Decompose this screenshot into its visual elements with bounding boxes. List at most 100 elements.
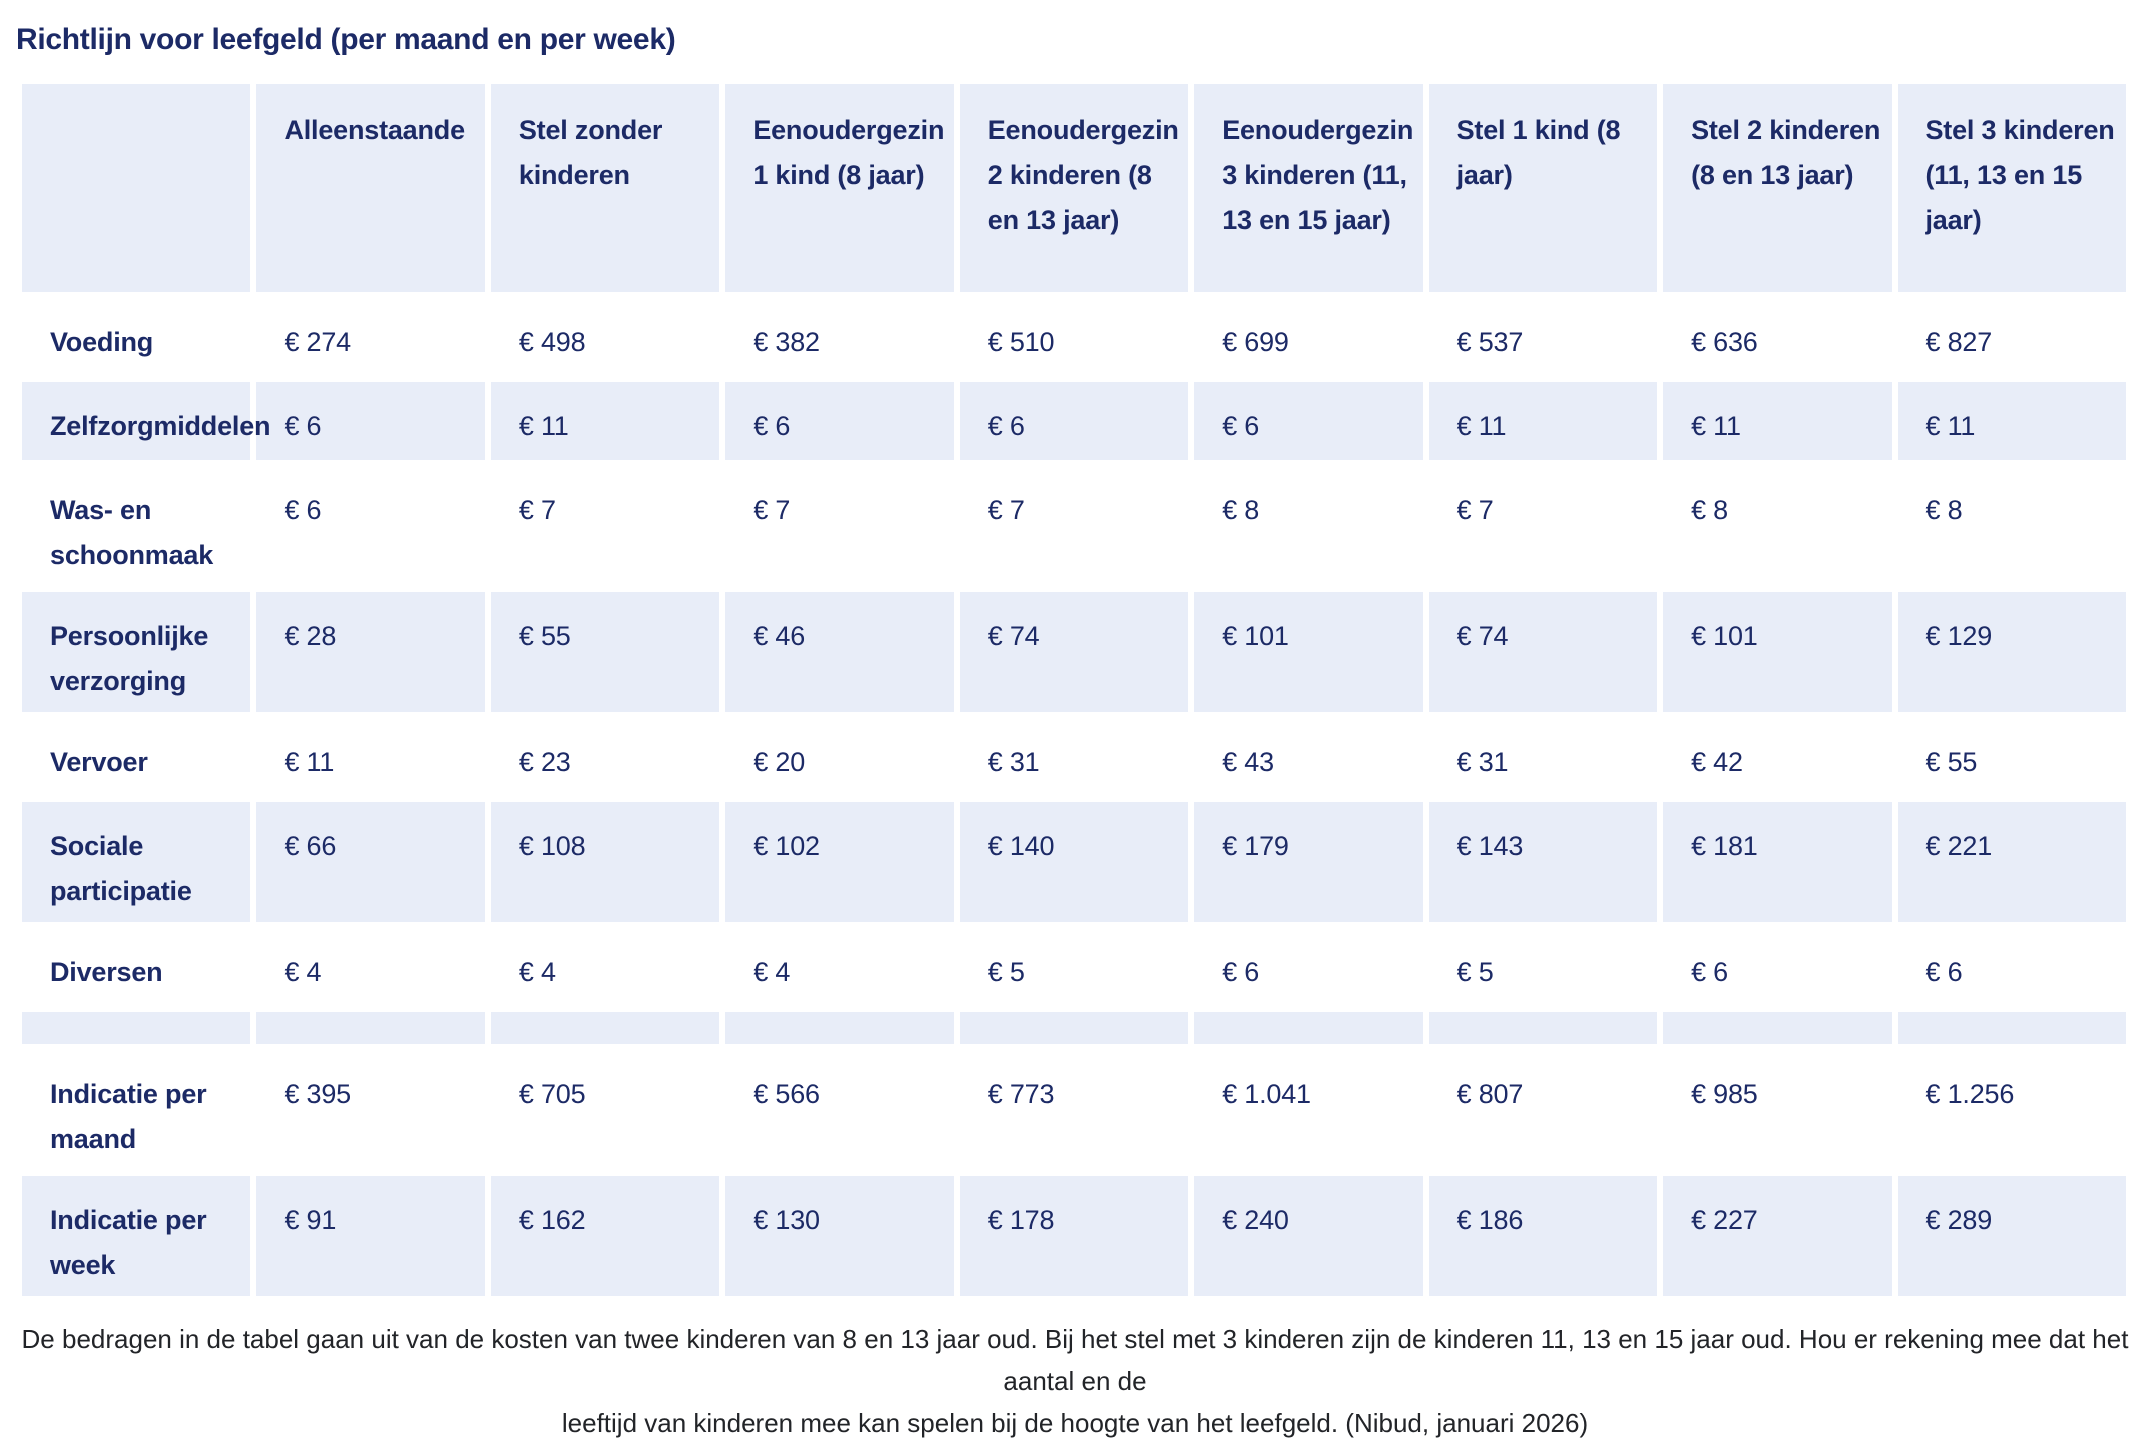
table-row: Diversen € 4 € 4 € 4 € 5 € 6 € 5 € 6 € 6 bbox=[22, 928, 2126, 1006]
value-cell: € 227 bbox=[1663, 1176, 1892, 1296]
value-cell: € 23 bbox=[490, 718, 720, 796]
value-cell: € 6 bbox=[1663, 928, 1892, 1006]
table-row: Was- en schoonmaak € 6 € 7 € 7 € 7 € 8 € 7 € 8 €… bbox=[22, 466, 2126, 586]
value-cell: € 66 bbox=[256, 802, 485, 922]
value-cell: € 705 bbox=[490, 1050, 720, 1170]
value-cell: € 102 bbox=[725, 802, 954, 922]
column-header: Stel zonder kinderen bbox=[490, 84, 720, 292]
value-cell: € 566 bbox=[725, 1050, 954, 1170]
value-cell: € 11 bbox=[1663, 382, 1892, 460]
value-cell: € 181 bbox=[1663, 802, 1892, 922]
value-cell: € 6 bbox=[959, 382, 1189, 460]
value-cell: € 31 bbox=[959, 718, 1189, 796]
value-cell: € 537 bbox=[1428, 298, 1658, 376]
value-cell bbox=[256, 1012, 485, 1044]
value-cell: € 8 bbox=[1897, 466, 2126, 586]
value-cell: € 43 bbox=[1194, 718, 1423, 796]
value-cell: € 4 bbox=[725, 928, 954, 1006]
spacer-row bbox=[22, 1012, 2126, 1044]
value-cell: € 7 bbox=[1428, 466, 1658, 586]
value-cell: € 46 bbox=[725, 592, 954, 712]
value-cell: € 6 bbox=[256, 466, 485, 586]
value-cell: € 5 bbox=[959, 928, 1189, 1006]
value-cell: € 186 bbox=[1428, 1176, 1658, 1296]
value-cell: € 31 bbox=[1428, 718, 1658, 796]
value-cell: € 773 bbox=[959, 1050, 1189, 1170]
row-label: Voeding bbox=[22, 298, 251, 376]
value-cell: € 6 bbox=[256, 382, 485, 460]
column-header: Stel 1 kind (8 jaar) bbox=[1428, 84, 1658, 292]
value-cell: € 20 bbox=[725, 718, 954, 796]
value-cell bbox=[1663, 1012, 1892, 1044]
value-cell: € 7 bbox=[490, 466, 720, 586]
leefgeld-table: Alleenstaande Stel zonder kinderen Eenoude… bbox=[16, 78, 2132, 1302]
page-title: Richtlijn voor leefgeld (per maand en pe… bbox=[16, 23, 676, 56]
value-cell: € 289 bbox=[1897, 1176, 2126, 1296]
value-cell: € 101 bbox=[1194, 592, 1423, 712]
value-cell bbox=[490, 1012, 720, 1044]
row-label: Indicatie per week bbox=[22, 1176, 251, 1296]
value-cell: € 382 bbox=[725, 298, 954, 376]
value-cell: € 55 bbox=[490, 592, 720, 712]
value-cell: € 178 bbox=[959, 1176, 1189, 1296]
value-cell: € 162 bbox=[490, 1176, 720, 1296]
value-cell: € 636 bbox=[1663, 298, 1892, 376]
value-cell: € 7 bbox=[725, 466, 954, 586]
column-header: Eenoudergezin 1 kind (8 jaar) bbox=[725, 84, 954, 292]
value-cell: € 8 bbox=[1194, 466, 1423, 586]
value-cell: € 74 bbox=[959, 592, 1189, 712]
value-cell: € 108 bbox=[490, 802, 720, 922]
value-cell: € 130 bbox=[725, 1176, 954, 1296]
table-row: Indicatie per week € 91 € 162 € 130 € 178 € 2… bbox=[22, 1176, 2126, 1296]
table-row: Persoonlijke verzorging € 28 € 55 € 46 € 74 €… bbox=[22, 592, 2126, 712]
value-cell bbox=[959, 1012, 1189, 1044]
value-cell: € 510 bbox=[959, 298, 1189, 376]
row-label: Diversen bbox=[22, 928, 251, 1006]
table-row: Zelfzorgmiddelen € 6 € 11 € 6 € 6 € 6 € 11 € 11… bbox=[22, 382, 2126, 460]
footnote: De bedragen in de tabel gaan uit van de … bbox=[16, 1318, 2134, 1444]
value-cell: € 6 bbox=[1194, 928, 1423, 1006]
value-cell bbox=[1194, 1012, 1423, 1044]
column-header: Alleenstaande bbox=[256, 84, 485, 292]
table-row: Indicatie per maand € 395 € 705 € 566 € 773 €… bbox=[22, 1050, 2126, 1170]
value-cell: € 11 bbox=[256, 718, 485, 796]
value-cell: € 6 bbox=[725, 382, 954, 460]
value-cell: € 101 bbox=[1663, 592, 1892, 712]
table-row: Vervoer € 11 € 23 € 20 € 31 € 43 € 31 € 42 € 55 bbox=[22, 718, 2126, 796]
value-cell: € 42 bbox=[1663, 718, 1892, 796]
value-cell: € 221 bbox=[1897, 802, 2126, 922]
value-cell: € 827 bbox=[1897, 298, 2126, 376]
row-label bbox=[22, 1012, 251, 1044]
value-cell: € 55 bbox=[1897, 718, 2126, 796]
column-header: Eenoudergezin 2 kinderen (8 en 13 jaar) bbox=[959, 84, 1189, 292]
row-label: Zelfzorgmiddelen bbox=[22, 382, 271, 460]
value-cell bbox=[1428, 1012, 1658, 1044]
footnote-line-2: leeftijd van kinderen mee kan spelen bij… bbox=[561, 1408, 1589, 1438]
value-cell: € 7 bbox=[959, 466, 1189, 586]
column-header: Stel 3 kinderen (11, 13 en 15 jaar) bbox=[1897, 84, 2126, 292]
value-cell: € 28 bbox=[256, 592, 485, 712]
value-cell: € 11 bbox=[1428, 382, 1658, 460]
value-cell: € 4 bbox=[256, 928, 485, 1006]
value-cell: € 1.041 bbox=[1194, 1050, 1423, 1170]
row-label: Was- en schoonmaak bbox=[22, 466, 251, 586]
value-cell: € 6 bbox=[1194, 382, 1423, 460]
value-cell: € 179 bbox=[1194, 802, 1423, 922]
column-header: Eenoudergezin 3 kinderen (11, 13 en 15 j… bbox=[1194, 84, 1423, 292]
row-label: Sociale participatie bbox=[22, 802, 251, 922]
value-cell: € 985 bbox=[1663, 1050, 1892, 1170]
value-cell: € 91 bbox=[256, 1176, 485, 1296]
value-cell: € 74 bbox=[1428, 592, 1658, 712]
value-cell: € 240 bbox=[1194, 1176, 1423, 1296]
value-cell: € 699 bbox=[1194, 298, 1423, 376]
value-cell: € 143 bbox=[1428, 802, 1658, 922]
footnote-line-1: De bedragen in de tabel gaan uit van de … bbox=[21, 1324, 2129, 1396]
value-cell: € 498 bbox=[490, 298, 720, 376]
row-label: Persoonlijke verzorging bbox=[22, 592, 251, 712]
value-cell: € 4 bbox=[490, 928, 720, 1006]
header-row: Alleenstaande Stel zonder kinderen Eenoude… bbox=[22, 84, 2126, 292]
value-cell: € 274 bbox=[256, 298, 485, 376]
value-cell: € 140 bbox=[959, 802, 1189, 922]
table-row: Sociale participatie € 66 € 108 € 102 € 140 €… bbox=[22, 802, 2126, 922]
value-cell: € 1.256 bbox=[1897, 1050, 2126, 1170]
